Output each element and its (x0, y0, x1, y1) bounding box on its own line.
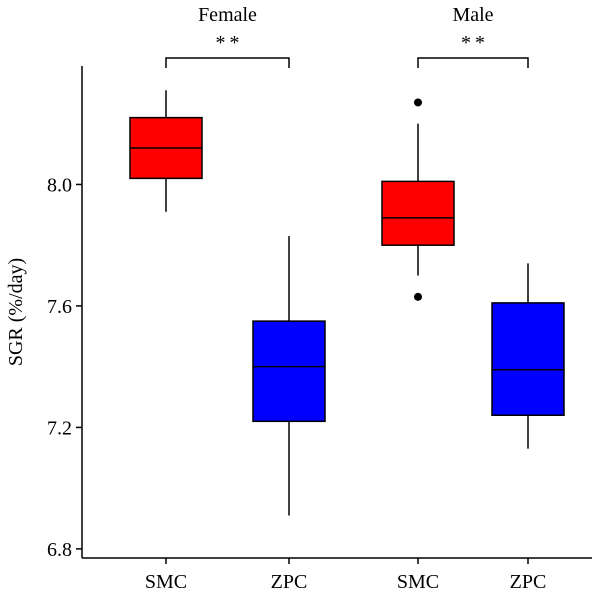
axes: 6.8 7.2 7.6 8.0 SMC ZPC SMC ZPC SGR (%/day) (5, 66, 592, 593)
y-axis-label: SGR (%/day) (5, 258, 27, 366)
y-tick-label: 7.6 (47, 296, 72, 318)
y-tick-label: 6.8 (47, 539, 72, 561)
significance-bracket (417, 57, 529, 68)
outlier-point (414, 292, 422, 301)
outlier-point (414, 98, 422, 107)
significance-bracket (165, 57, 290, 68)
x-tick-label: ZPC (510, 571, 547, 593)
x-tick-label: SMC (397, 571, 439, 593)
significance-label: ** (461, 32, 489, 54)
x-tick-label: SMC (145, 571, 187, 593)
y-tick-label: 8.0 (47, 174, 72, 196)
box-zpc (252, 320, 326, 423)
y-tick-label: 7.2 (47, 417, 72, 439)
significance-label: ** (216, 32, 244, 54)
group-label-female: Female (198, 4, 257, 26)
box-smc (381, 180, 455, 246)
group-label-male: Male (452, 4, 493, 26)
annotations: Female ** Male ** (165, 4, 529, 68)
x-tick-label: ZPC (271, 571, 308, 593)
plot-area (129, 90, 565, 516)
box-zpc (491, 302, 565, 417)
